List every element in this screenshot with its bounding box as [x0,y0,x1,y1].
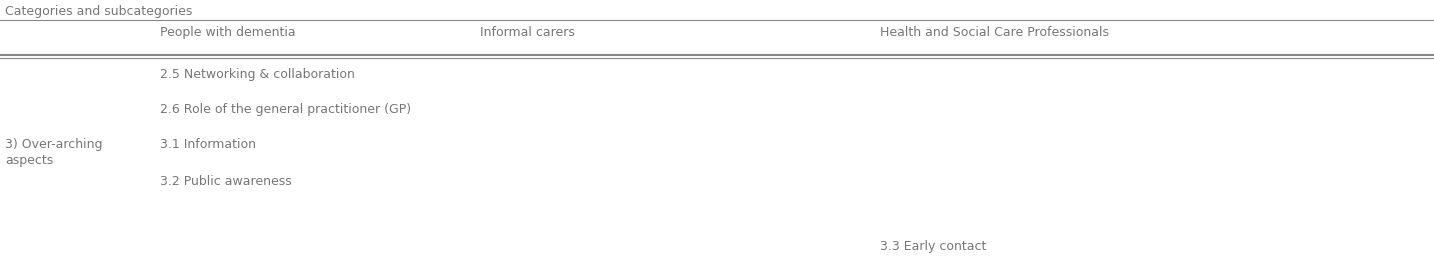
Text: 2.5 Networking & collaboration: 2.5 Networking & collaboration [161,68,354,81]
Text: 3) Over-arching
aspects: 3) Over-arching aspects [4,138,102,167]
Text: 3.1 Information: 3.1 Information [161,138,257,151]
Text: 2.6 Role of the general practitioner (GP): 2.6 Role of the general practitioner (GP… [161,103,412,116]
Text: 3.2 Public awareness: 3.2 Public awareness [161,175,291,188]
Text: Categories and subcategories: Categories and subcategories [4,5,192,18]
Text: Health and Social Care Professionals: Health and Social Care Professionals [880,26,1108,39]
Text: Informal carers: Informal carers [480,26,575,39]
Text: 3.3 Early contact: 3.3 Early contact [880,240,987,253]
Text: People with dementia: People with dementia [161,26,295,39]
